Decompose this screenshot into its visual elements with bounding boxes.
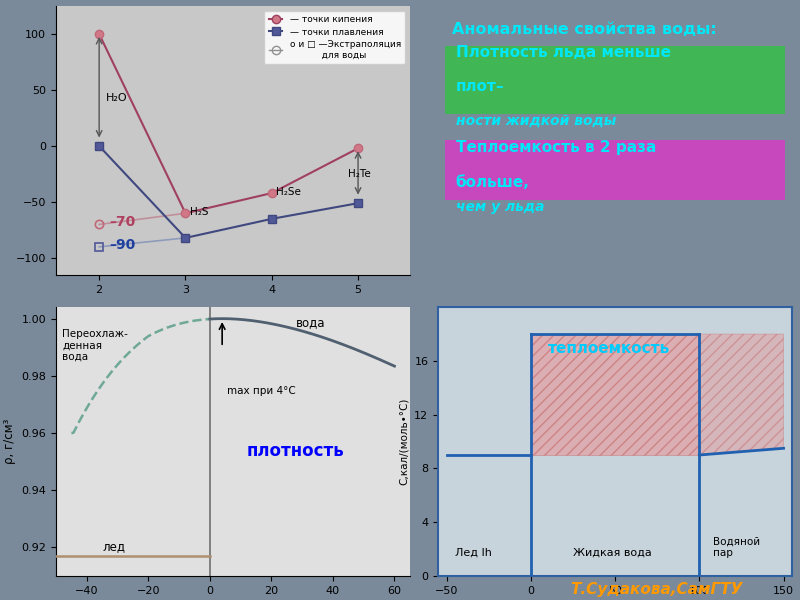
Text: плотность: плотность	[246, 442, 345, 460]
Bar	[446, 46, 785, 113]
Y-axis label: ρ, г/см³: ρ, г/см³	[3, 419, 16, 464]
Text: вода: вода	[296, 316, 326, 329]
Text: Плотность льда меньше: Плотность льда меньше	[456, 45, 671, 60]
Text: больше,: больше,	[456, 175, 530, 190]
Text: –90: –90	[110, 238, 136, 252]
Text: Жидкая вода: Жидкая вода	[573, 548, 652, 558]
Text: ности жидкой воды: ности жидкой воды	[456, 113, 616, 128]
Text: плот–: плот–	[456, 79, 505, 94]
Text: лед: лед	[102, 539, 125, 553]
Text: –70: –70	[110, 215, 136, 229]
Text: Водяной
пар: Водяной пар	[713, 536, 760, 558]
Bar	[446, 140, 785, 200]
Text: H₂O: H₂O	[106, 93, 128, 103]
Text: теплоемкость: теплоемкость	[548, 341, 670, 356]
Text: Лед Ih: Лед Ih	[455, 548, 492, 558]
Y-axis label: С,кал/(моль•°С): С,кал/(моль•°С)	[398, 398, 409, 485]
Text: Теплоемкость в 2 раза: Теплоемкость в 2 раза	[456, 140, 656, 155]
Text: Переохлаж-
денная
вода: Переохлаж- денная вода	[62, 329, 128, 362]
Text: H₂S: H₂S	[190, 208, 208, 217]
Text: чем у льда: чем у льда	[456, 200, 544, 214]
Text: H₂Te: H₂Te	[348, 169, 370, 179]
Legend: — точки кипения, — точки плавления, о и □ —Экстраполяция
           для воды: — точки кипения, — точки плавления, о и …	[264, 11, 406, 64]
Text: max при 4°C: max при 4°C	[226, 386, 295, 397]
Text: Аномальные свойства воды:: Аномальные свойства воды:	[452, 22, 717, 37]
Text: Т.Судакова,СамГТУ: Т.Судакова,СамГТУ	[570, 582, 742, 597]
Text: H₂Se: H₂Se	[276, 187, 301, 197]
